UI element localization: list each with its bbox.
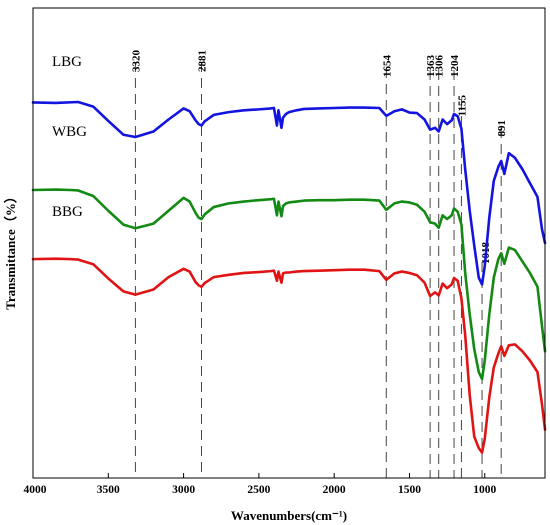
- series-label-bbg: BBG: [52, 204, 83, 220]
- series-line-bbg: [31, 257, 547, 454]
- x-axis-title: Wavenumbers(cm⁻¹): [231, 508, 347, 523]
- series-line-lbg: [31, 100, 547, 286]
- x-tick-label: 1000: [473, 484, 496, 496]
- peak-label-1654: 1654: [381, 55, 393, 78]
- x-tick-label: 3500: [97, 484, 120, 496]
- x-axis-ticks: 4000 3500 3000 2500 2000 1500 1000: [24, 473, 497, 496]
- x-tick-label: 2500: [247, 484, 270, 496]
- peak-label-3320: 3320: [130, 50, 142, 73]
- x-tick-label: 2000: [323, 484, 346, 496]
- peak-label-1363: 1363: [425, 55, 437, 78]
- x-tick-label: 1500: [398, 484, 421, 496]
- plot-axes: [32, 7, 546, 479]
- peak-label-2881: 2881: [197, 50, 209, 72]
- series-label-wbg: WBG: [52, 124, 87, 140]
- y-axis-title: Transmittance（%）: [3, 190, 18, 310]
- plot-frame: [32, 7, 546, 479]
- peak-label-891: 891: [496, 120, 508, 137]
- peak-label-1204: 1204: [449, 55, 461, 78]
- x-tick-label: 4000: [24, 484, 47, 496]
- series-labels: LBG WBG BBG: [52, 54, 87, 220]
- spectra-series: [31, 100, 547, 454]
- peak-label-1306: 1306: [434, 55, 446, 78]
- x-tick-label: 3000: [172, 484, 195, 496]
- series-line-wbg: [31, 188, 547, 381]
- series-label-lbg: LBG: [52, 54, 82, 70]
- peak-label-1155: 1155: [456, 95, 468, 117]
